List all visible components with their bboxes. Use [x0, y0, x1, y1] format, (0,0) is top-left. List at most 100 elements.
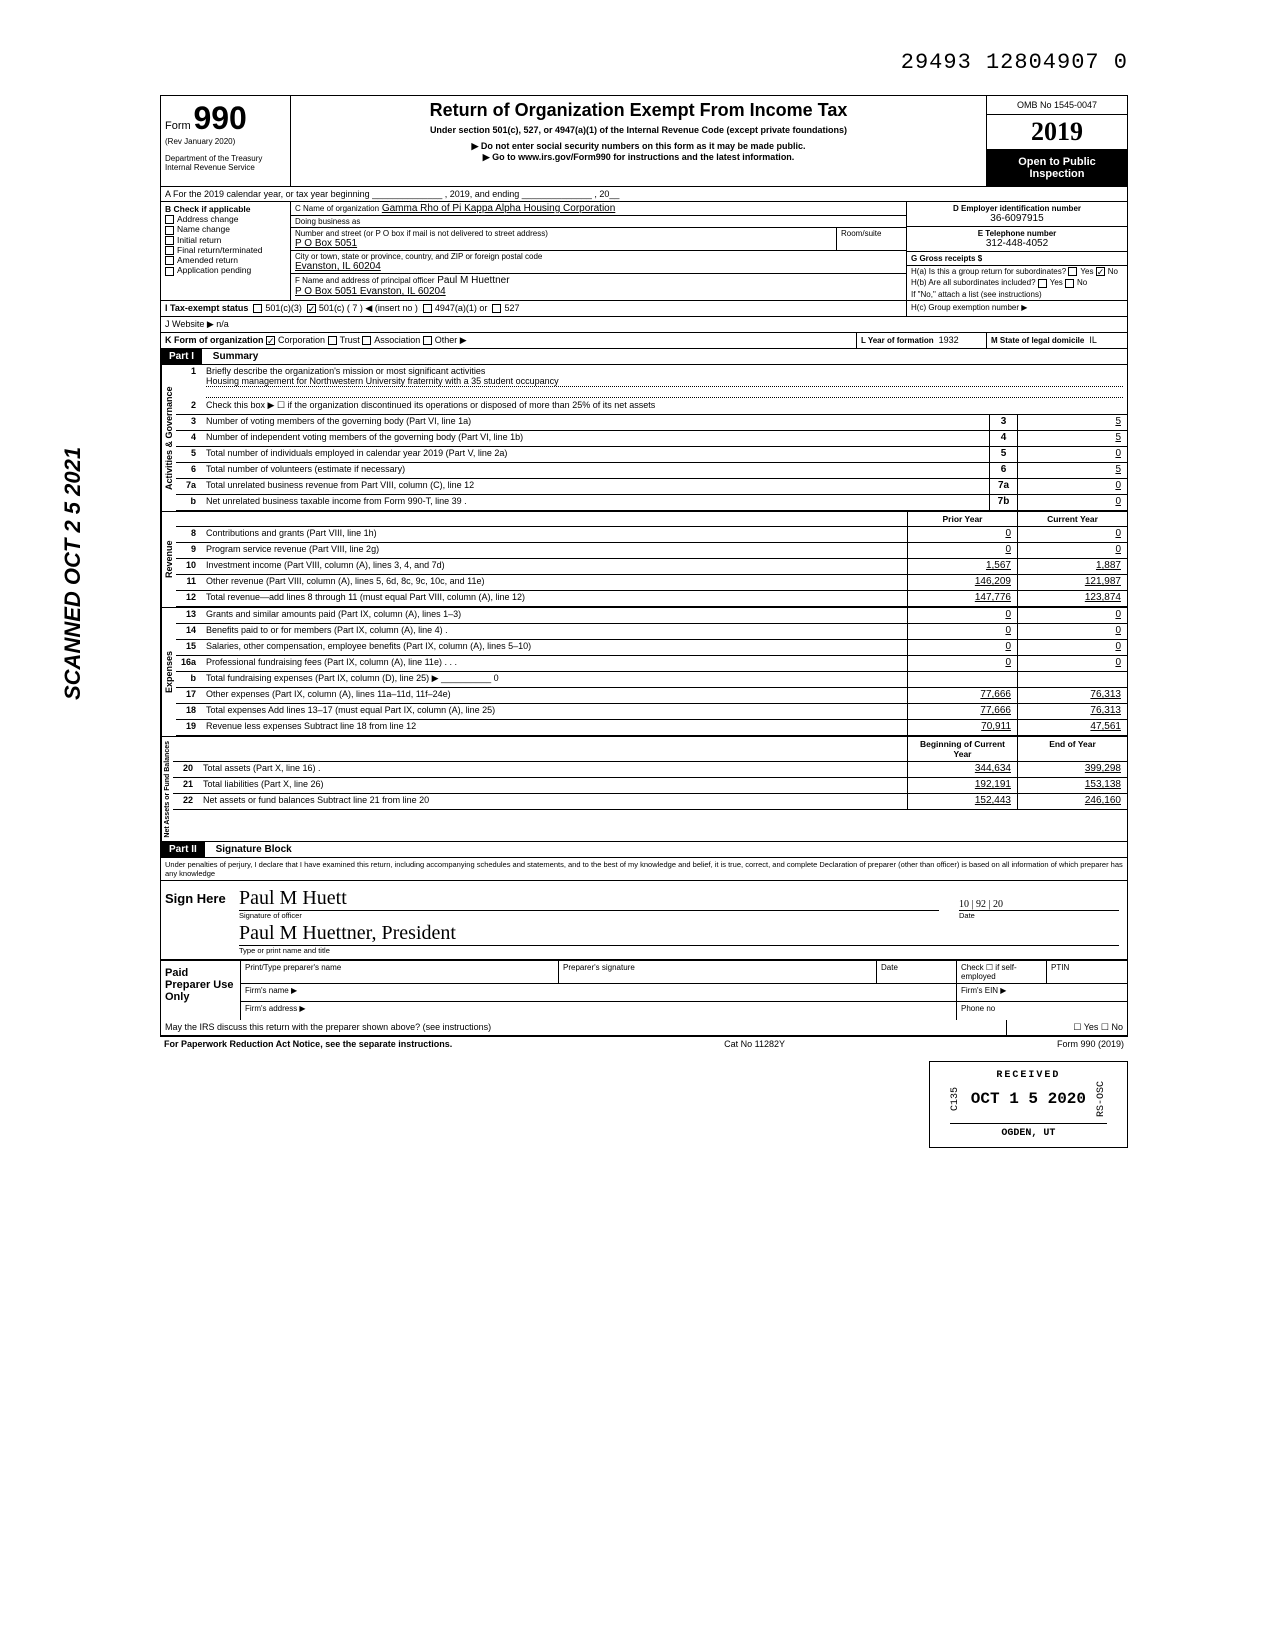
ptin-lbl: PTIN: [1047, 961, 1127, 983]
col-begin: Beginning of Current Year: [907, 737, 1017, 761]
scanned-stamp: SCANNED OCT 2 5 2021: [60, 447, 86, 700]
gov-row-text: Net unrelated business taxable income fr…: [202, 495, 989, 510]
gov-row-text: Total number of individuals employed in …: [202, 447, 989, 462]
row-prior: 1,567: [907, 559, 1017, 574]
row-text: Investment income (Part VIII, column (A)…: [202, 559, 907, 574]
firm-name-lbl: Firm's name ▶: [241, 984, 957, 1001]
opt-527: 527: [504, 303, 519, 313]
cb-name-change[interactable]: [165, 226, 174, 235]
gov-row-box: 6: [989, 463, 1017, 478]
cb-amended[interactable]: [165, 256, 174, 265]
penalty-text: Under penalties of perjury, I declare th…: [161, 858, 1127, 881]
col-current: Current Year: [1017, 512, 1127, 526]
row-text: Total revenue—add lines 8 through 11 (mu…: [202, 591, 907, 606]
opt-corp: Corporation: [278, 335, 325, 345]
line-j: J Website ▶ n/a: [161, 317, 1127, 332]
cb-corp[interactable]: [266, 336, 275, 345]
gov-row-val: 5: [1017, 415, 1127, 430]
row-prior: 0: [907, 624, 1017, 639]
pra-notice: For Paperwork Reduction Act Notice, see …: [164, 1039, 452, 1049]
row-text: Contributions and grants (Part VIII, lin…: [202, 527, 907, 542]
cb-ha-yes[interactable]: [1068, 267, 1077, 276]
side-activities: Activities & Governance: [161, 365, 176, 511]
row-current: 123,874: [1017, 591, 1127, 606]
cb-address-change[interactable]: [165, 215, 174, 224]
sig-name-lbl: Type or print name and title: [239, 946, 1119, 955]
cb-initial-return[interactable]: [165, 236, 174, 245]
cb-501c3[interactable]: [253, 304, 262, 313]
gov-row-val: 0: [1017, 479, 1127, 494]
row-prior: 77,666: [907, 704, 1017, 719]
cb-other[interactable]: [423, 336, 432, 345]
side-revenue: Revenue: [161, 512, 176, 607]
sig-officer-lbl: Signature of officer: [239, 911, 939, 920]
gov-row-val: 0: [1017, 495, 1127, 510]
row-prior: 0: [907, 543, 1017, 558]
row-text: Total fundraising expenses (Part IX, col…: [202, 672, 907, 687]
row-current: 47,561: [1017, 720, 1127, 735]
irs: Internal Revenue Service: [165, 163, 286, 172]
prep-check-lbl: Check ☐ if self-employed: [957, 961, 1047, 983]
row-current: 246,160: [1017, 794, 1127, 809]
open-public: Open to Public Inspection: [987, 150, 1127, 186]
cb-app-pending[interactable]: [165, 267, 174, 276]
line1-label: Briefly describe the organization's miss…: [206, 366, 485, 376]
opt-501c: 501(c) ( 7 ) ◀ (insert no ): [319, 303, 418, 313]
cb-hb-yes[interactable]: [1038, 279, 1047, 288]
form-number: 990: [193, 100, 246, 136]
row-current: 1,887: [1017, 559, 1127, 574]
prep-name-lbl: Print/Type preparer's name: [241, 961, 559, 983]
sign-here: Sign Here: [161, 881, 231, 959]
opt-assoc: Association: [374, 335, 420, 345]
lbl-initial-return: Initial return: [177, 235, 221, 245]
netassets-section: Net Assets or Fund Balances Beginning of…: [161, 737, 1127, 843]
entity-block: B Check if applicable Address change Nam…: [161, 202, 1127, 301]
opt-trust: Trust: [340, 335, 360, 345]
row-current: 153,138: [1017, 778, 1127, 793]
gov-row-text: Number of independent voting members of …: [202, 431, 989, 446]
cb-trust[interactable]: [328, 336, 337, 345]
cb-4947[interactable]: [423, 304, 432, 313]
discuss-yn: ☐ Yes ☐ No: [1007, 1020, 1127, 1035]
form-header: Form 990 (Rev January 2020) Department o…: [161, 96, 1127, 187]
row-prior: 192,191: [907, 778, 1017, 793]
cb-assoc[interactable]: [362, 336, 371, 345]
city-label: City or town, state or province, country…: [295, 252, 902, 261]
row-current: 76,313: [1017, 688, 1127, 703]
row-text: Other revenue (Part VIII, column (A), li…: [202, 575, 907, 590]
rcvd-side: RS-OSC: [1096, 1081, 1107, 1117]
gov-row-box: 7b: [989, 495, 1017, 510]
city-val: Evanston, IL 60204: [295, 261, 902, 272]
sig-date: 10 | 92 | 20: [959, 899, 1003, 910]
tax-year: 2019: [987, 115, 1127, 150]
cb-hb-no[interactable]: [1065, 279, 1074, 288]
row-current: 121,987: [1017, 575, 1127, 590]
row-text: Net assets or fund balances Subtract lin…: [199, 794, 907, 809]
omb: OMB No 1545-0047: [987, 96, 1127, 115]
dept: Department of the Treasury: [165, 154, 286, 163]
gov-row-box: 4: [989, 431, 1017, 446]
subtitle-3: ▶ Go to www.irs.gov/Form990 for instruct…: [297, 152, 980, 163]
revenue-section: Revenue Prior Year Current Year 8Contrib…: [161, 512, 1127, 608]
form-title: Return of Organization Exempt From Incom…: [297, 100, 980, 121]
cat-no: Cat No 11282Y: [724, 1039, 785, 1049]
dba-label: Doing business as: [291, 216, 906, 228]
hb2-label: If "No," attach a list (see instructions…: [907, 289, 1127, 300]
row-text: Professional fundraising fees (Part IX, …: [202, 656, 907, 671]
cb-ha-no[interactable]: [1096, 267, 1105, 276]
gov-row-box: 7a: [989, 479, 1017, 494]
rcvd-code: C135: [950, 1087, 961, 1111]
row-prior: 344,634: [907, 762, 1017, 777]
cb-final-return[interactable]: [165, 246, 174, 255]
cb-501c[interactable]: [307, 304, 316, 313]
form-footer: Form 990 (2019): [1057, 1039, 1124, 1049]
sig-name: Paul M Huettner, President: [239, 922, 456, 945]
l-label: L Year of formation: [861, 336, 934, 345]
received-stamp: RECEIVED C135 OCT 1 5 2020 RS-OSC OGDEN,…: [929, 1061, 1128, 1148]
m-label: M State of legal domicile: [991, 336, 1084, 345]
col-end: End of Year: [1017, 737, 1127, 761]
gov-row-text: Total number of volunteers (estimate if …: [202, 463, 989, 478]
year-formation: 1932: [939, 335, 959, 345]
officer-name: Paul M Huettner: [437, 275, 509, 286]
cb-527[interactable]: [492, 304, 501, 313]
